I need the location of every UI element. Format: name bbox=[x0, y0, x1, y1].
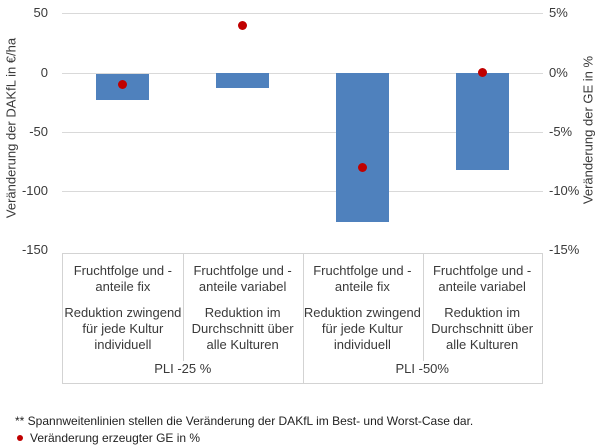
right-tick-label: -10% bbox=[549, 183, 580, 198]
category-cell: Fruchtfolge und - anteile fix Reduktion … bbox=[63, 254, 183, 361]
category-subtitle: Reduktion im Durchschnitt über alle Kult… bbox=[191, 305, 294, 352]
left-tick-label: -50 bbox=[29, 123, 48, 139]
category-cell: Fruchtfolge und - anteile fix Reduktion … bbox=[303, 254, 423, 361]
column-divider bbox=[423, 254, 424, 361]
footnote-spannweiten: ** Spannweitenlinien stellen die Verände… bbox=[15, 414, 474, 428]
category-table: Fruchtfolge und - anteile fix Reduktion … bbox=[62, 253, 543, 384]
category-cell: Fruchtfolge und - anteile variabel Reduk… bbox=[422, 254, 542, 361]
category-cell: Fruchtfolge und - anteile variabel Reduk… bbox=[183, 254, 303, 361]
category-subtitle: Reduktion im Durchschnitt über alle Kult… bbox=[431, 305, 534, 352]
legend-dot-icon bbox=[17, 435, 23, 441]
plot-area bbox=[62, 0, 543, 253]
gridline bbox=[62, 13, 543, 15]
left-tick-label: -150 bbox=[21, 242, 48, 258]
group-divider bbox=[303, 254, 304, 383]
range-bar bbox=[456, 72, 510, 170]
category-subtitle: Reduktion zwingend für jede Kultur indiv… bbox=[303, 305, 421, 352]
group-label-row: PLI -25 % PLI -50% bbox=[63, 361, 542, 383]
group-label-pli-50: PLI -50% bbox=[395, 361, 449, 376]
left-tick-label: -100 bbox=[21, 183, 48, 198]
right-tick-label: 5% bbox=[549, 5, 568, 21]
ge-dot bbox=[117, 79, 127, 89]
category-title: Fruchtfolge und - anteile fix bbox=[313, 263, 412, 294]
category-title: Fruchtfolge und - anteile variabel bbox=[432, 263, 532, 294]
range-bar bbox=[215, 72, 269, 88]
right-tick-label: 0% bbox=[549, 64, 568, 80]
group-label-pli-25: PLI -25 % bbox=[154, 361, 212, 376]
legend-label: Veränderung erzeugter GE in % bbox=[30, 431, 201, 445]
ge-dot bbox=[237, 20, 247, 30]
range-bar bbox=[336, 72, 390, 222]
gridline bbox=[62, 191, 543, 192]
left-tick-label: 0 bbox=[40, 64, 48, 80]
ge-dot bbox=[358, 162, 368, 172]
right-tick-label: -15% bbox=[549, 242, 580, 258]
category-title: Fruchtfolge und - anteile fix bbox=[73, 263, 173, 294]
gridline bbox=[62, 131, 543, 133]
category-label-row: Fruchtfolge und - anteile fix Reduktion … bbox=[63, 254, 542, 361]
gridline bbox=[62, 72, 543, 74]
column-divider bbox=[183, 254, 184, 361]
left-tick-label: 50 bbox=[33, 5, 48, 21]
right-axis-title: Veränderung der GE in % bbox=[580, 55, 596, 205]
right-tick-label: -5% bbox=[549, 123, 573, 139]
ge-dot bbox=[478, 68, 488, 77]
category-title: Fruchtfolge und - anteile variabel bbox=[193, 263, 292, 294]
category-subtitle: Reduktion zwingend für jede Kultur indiv… bbox=[64, 305, 182, 352]
